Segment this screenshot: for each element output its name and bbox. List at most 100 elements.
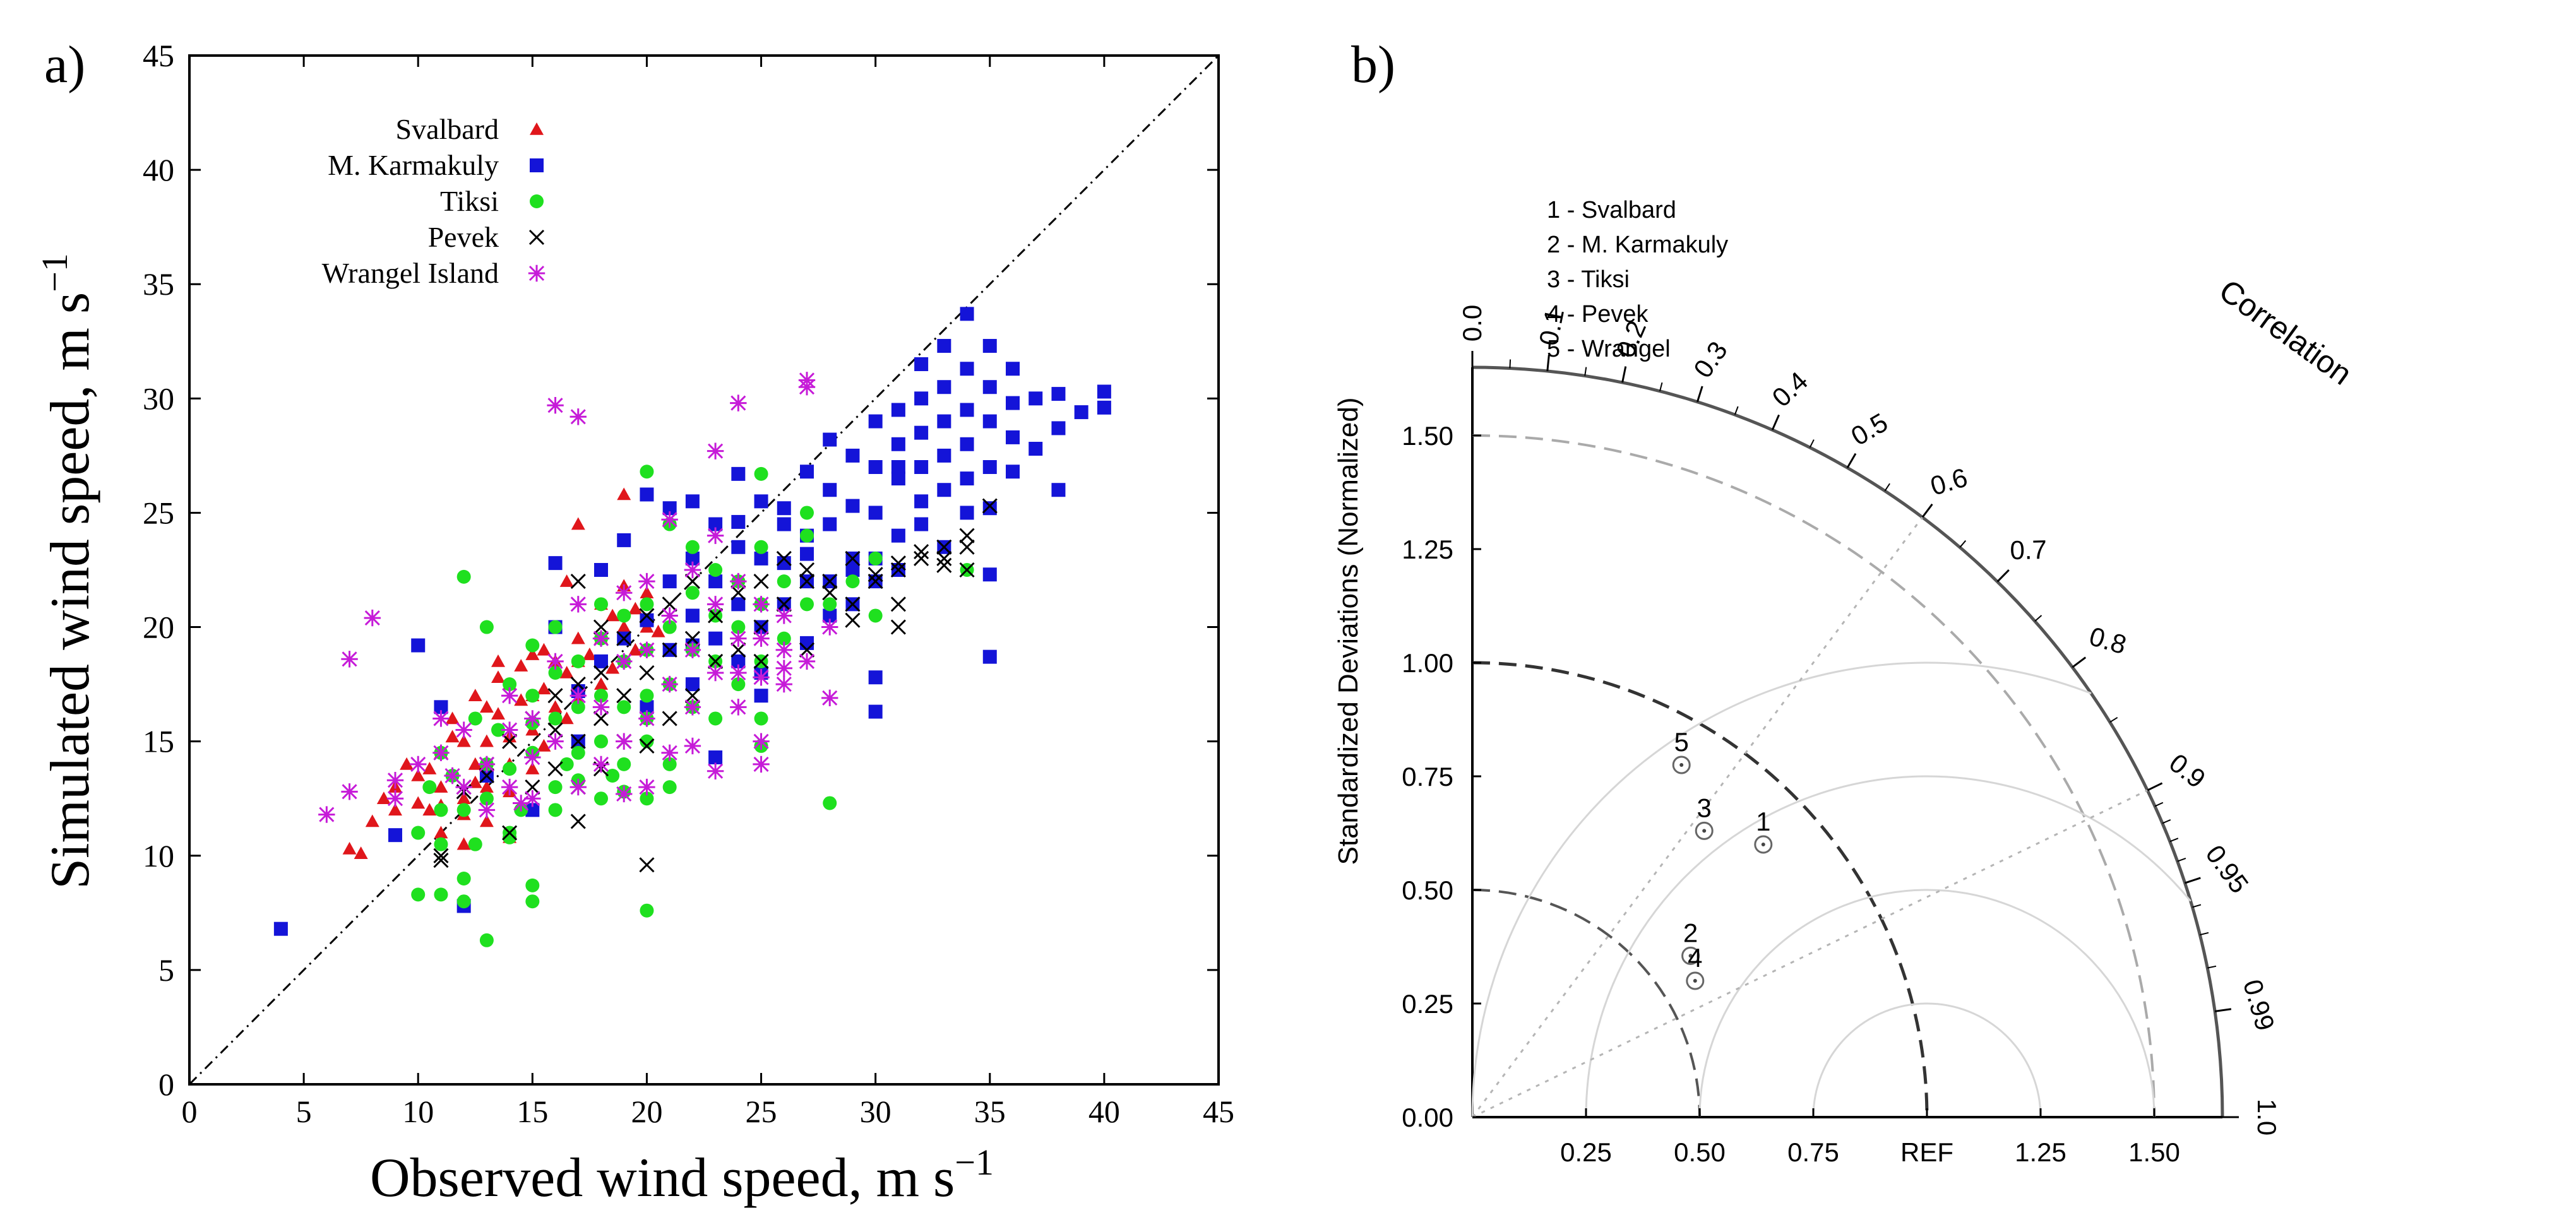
data-point <box>753 669 770 686</box>
data-point <box>914 517 929 531</box>
data-point <box>548 620 563 634</box>
data-point <box>525 894 540 909</box>
data-point <box>501 721 518 738</box>
data-point <box>640 700 654 714</box>
corr-tick <box>1771 414 1780 430</box>
data-point <box>571 631 585 644</box>
data-point <box>605 608 620 622</box>
data-point <box>502 825 518 841</box>
data-point <box>685 608 700 623</box>
data-point <box>868 670 883 685</box>
data-point <box>468 775 482 788</box>
data-point <box>731 654 746 668</box>
data-point <box>753 755 770 773</box>
data-point <box>684 561 701 579</box>
data-point <box>800 636 814 650</box>
data-point <box>386 772 404 789</box>
data-point <box>638 710 655 727</box>
data-point <box>503 762 517 776</box>
data-point <box>937 448 951 463</box>
data-point <box>514 693 528 706</box>
data-point <box>684 574 700 589</box>
data-point <box>960 307 974 321</box>
data-point <box>640 689 654 703</box>
legend-entry: 2 - M. Karmakuly <box>1547 232 1728 258</box>
data-point <box>936 550 952 566</box>
data-point <box>640 613 654 627</box>
point-label: 2 <box>1683 918 1698 947</box>
data-point <box>960 437 974 451</box>
corr-minor-tick <box>1959 540 1967 548</box>
axis-ticks: 0 5 10 15 20 25 30 35 40 45 0 5 10 15 20 25 30 35 40 45 <box>143 38 1234 1129</box>
data-point <box>730 630 747 647</box>
one-to-one-line <box>188 54 1220 1086</box>
data-point <box>708 608 724 624</box>
data-point <box>823 483 837 497</box>
data-point <box>616 733 633 750</box>
data-point <box>798 653 816 670</box>
legend-marker <box>530 194 544 208</box>
data-point <box>868 704 883 719</box>
data-point <box>822 574 838 589</box>
data-point <box>960 362 974 376</box>
data-point <box>524 710 541 727</box>
data-point <box>525 779 540 795</box>
point-center <box>1761 843 1765 846</box>
corr-tick <box>2214 1008 2232 1012</box>
data-point <box>1006 362 1020 376</box>
data-point <box>639 857 655 873</box>
data-point <box>570 733 586 749</box>
data-point <box>491 723 505 737</box>
corr-tick <box>1546 354 1550 372</box>
data-point <box>891 460 905 474</box>
data-point <box>365 814 379 827</box>
data-point <box>594 597 608 612</box>
data-point <box>639 738 655 754</box>
data-point <box>640 791 654 806</box>
corr-tick-label: 0.4 <box>1766 366 1813 413</box>
x-tick-label: 5 <box>296 1094 312 1129</box>
legend-marker <box>528 229 545 246</box>
data-point <box>547 397 564 414</box>
model-point-pevek: 4 <box>1686 943 1705 990</box>
data-point <box>571 517 585 530</box>
data-point <box>959 539 975 555</box>
y-tick-label: 0 <box>158 1067 174 1102</box>
data-point <box>559 574 574 587</box>
data-point <box>617 533 631 547</box>
rms-arc <box>1471 661 2092 1118</box>
data-point <box>1074 405 1088 420</box>
data-point <box>455 778 472 796</box>
x-tick-label: 20 <box>631 1094 662 1129</box>
data-point <box>593 665 609 681</box>
data-point <box>685 586 700 600</box>
data-point <box>364 609 381 627</box>
data-point <box>548 780 563 795</box>
corr-tick-label: 0.5 <box>1846 407 1893 451</box>
data-point <box>640 734 654 749</box>
data-point <box>708 517 723 531</box>
data-point <box>456 837 471 850</box>
data-point <box>638 778 655 796</box>
data-point <box>639 665 655 681</box>
data-point <box>456 734 471 747</box>
corr-minor-tick <box>2207 965 2217 969</box>
data-point <box>502 733 518 749</box>
legend-entry: 4 - Pevek <box>1547 301 1649 328</box>
data-point <box>754 540 768 554</box>
data-point <box>433 852 449 868</box>
data-point <box>582 648 597 660</box>
corr-tick <box>2147 782 2163 791</box>
data-points <box>273 307 1111 947</box>
corr-tick-label: 0.8 <box>2086 621 2130 660</box>
data-point <box>890 596 906 612</box>
data-point <box>478 755 496 773</box>
data-point <box>525 803 540 817</box>
panel-a-label: a) <box>44 35 85 94</box>
data-point <box>684 688 700 704</box>
data-point <box>960 471 974 486</box>
data-point <box>707 442 724 459</box>
data-point <box>1097 400 1111 415</box>
data-point <box>354 846 368 859</box>
x-tick-label: 0 <box>182 1094 198 1129</box>
